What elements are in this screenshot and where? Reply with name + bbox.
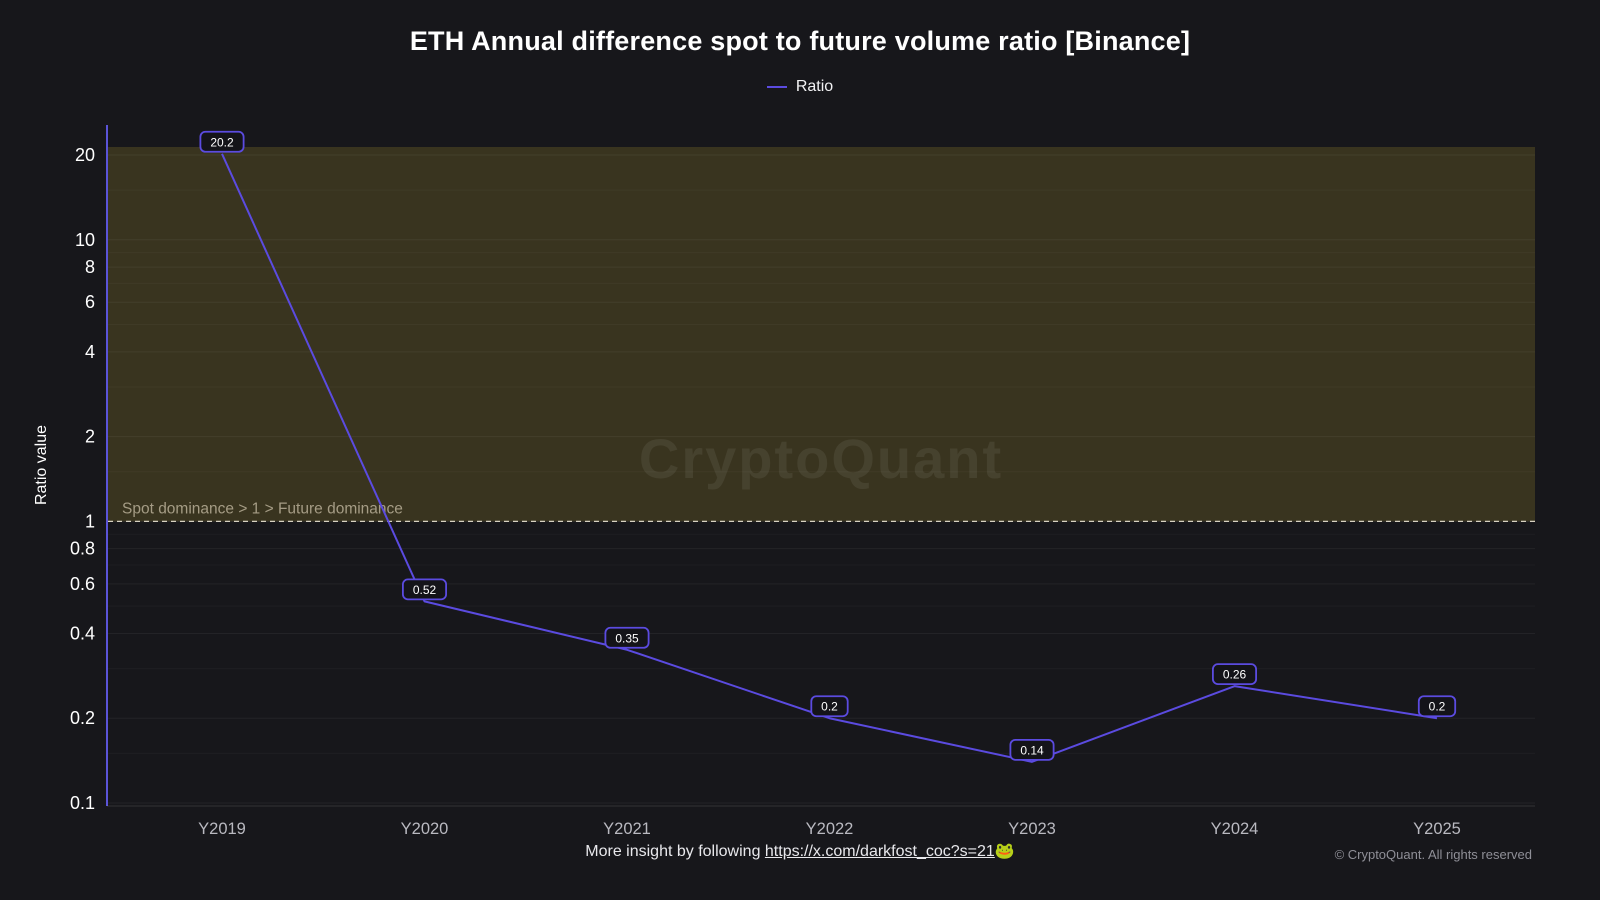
y-tick-label: 2 <box>85 427 95 447</box>
y-tick-label: 0.2 <box>70 708 95 728</box>
point-label: 0.2 <box>1417 695 1457 718</box>
footer-note-text: More insight by following <box>585 843 765 860</box>
point-label: 0.35 <box>604 626 650 649</box>
legend-item-ratio[interactable]: Ratio <box>766 78 834 96</box>
band-region <box>108 147 1535 522</box>
svg-text:0.2: 0.2 <box>1429 700 1446 714</box>
y-tick-label: 0.1 <box>70 793 95 813</box>
y-tick-label: 0.6 <box>70 574 95 594</box>
frog-emoji: 🐸 <box>994 843 1015 860</box>
y-axis-title: Ratio value <box>33 425 50 505</box>
copyright-note: © CryptoQuant. All rights reserved <box>1334 847 1532 862</box>
x-tick-label: Y2024 <box>1211 820 1259 838</box>
svg-text:0.2: 0.2 <box>821 700 838 714</box>
legend-label: Ratio <box>795 78 834 95</box>
svg-text:0.35: 0.35 <box>615 631 639 645</box>
y-tick-label: 1 <box>85 511 95 531</box>
y-axis <box>106 125 1535 807</box>
legend-line-swatch <box>766 86 787 88</box>
y-tick-label: 6 <box>85 292 95 312</box>
x-axis-labels: Y2019 Y2020 Y2021 Y2022 Y2023 Y2024 Y2025 <box>198 820 1461 838</box>
x-tick-label: Y2023 <box>1008 820 1056 838</box>
point-label: 0.2 <box>810 695 849 718</box>
svg-text:0.14: 0.14 <box>1020 743 1044 757</box>
chart-legend: Ratio <box>0 78 1600 96</box>
x-tick-label: Y2020 <box>401 820 449 838</box>
svg-text:0.52: 0.52 <box>413 583 437 597</box>
point-label: 20.2 <box>199 130 245 153</box>
y-tick-labels: 20 10 8 6 4 2 1 0.8 0.6 0.4 0.2 0.1 <box>70 145 95 813</box>
chart-title: ETH Annual difference spot to future vol… <box>409 26 1191 56</box>
y-tick-label: 4 <box>85 342 95 362</box>
x-tick-label: Y2019 <box>198 820 246 838</box>
y-tick-label: 10 <box>75 230 95 250</box>
x-tick-label: Y2022 <box>806 820 854 838</box>
svg-text:0.26: 0.26 <box>1223 668 1247 682</box>
x-tick-label: Y2025 <box>1413 820 1461 838</box>
gridlines <box>108 154 1535 804</box>
y-tick-label: 0.8 <box>70 539 95 559</box>
x-tick-label: Y2021 <box>603 820 651 838</box>
y-tick-label: 8 <box>85 257 95 277</box>
series-line-ratio <box>221 153 1438 763</box>
point-label: 0.52 <box>401 578 447 601</box>
y-tick-label: 20 <box>75 145 95 165</box>
point-labels: 20.2 0.52 0.35 0.2 0.14 0.26 0.2 <box>199 130 1457 761</box>
threshold-annotation: Spot dominance > 1 > Future dominance <box>122 500 403 517</box>
footer-link[interactable]: https://x.com/darkfost_coc?s=21 <box>764 843 995 860</box>
y-tick-label: 0.4 <box>70 623 95 643</box>
footer-note: More insight by following https://x.com/… <box>0 841 1600 861</box>
watermark: CryptoQuant <box>639 427 1003 490</box>
point-label: 0.14 <box>1009 738 1055 761</box>
svg-text:20.2: 20.2 <box>210 135 234 149</box>
point-label: 0.26 <box>1212 663 1258 686</box>
